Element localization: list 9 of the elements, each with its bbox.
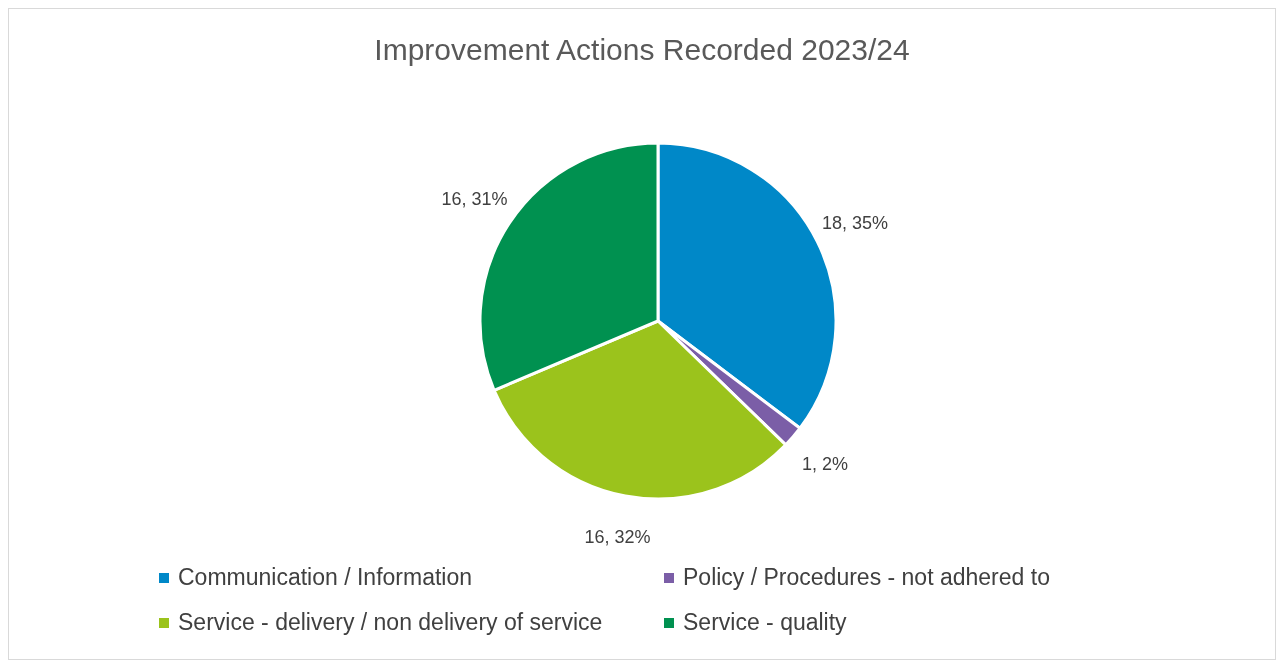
legend-label: Service - delivery / non delivery of service: [178, 609, 603, 636]
chart-title: Improvement Actions Recorded 2023/24: [373, 33, 911, 67]
legend-label: Policy / Procedures - not adhered to: [683, 564, 1050, 591]
data-label: 18, 35%: [821, 212, 888, 233]
data-label: 16, 32%: [584, 527, 651, 548]
data-label: 1, 2%: [802, 454, 849, 475]
legend-label: Communication / Information: [178, 564, 473, 591]
legend-label: Service - quality: [683, 609, 847, 636]
data-label: 16, 31%: [441, 189, 508, 210]
